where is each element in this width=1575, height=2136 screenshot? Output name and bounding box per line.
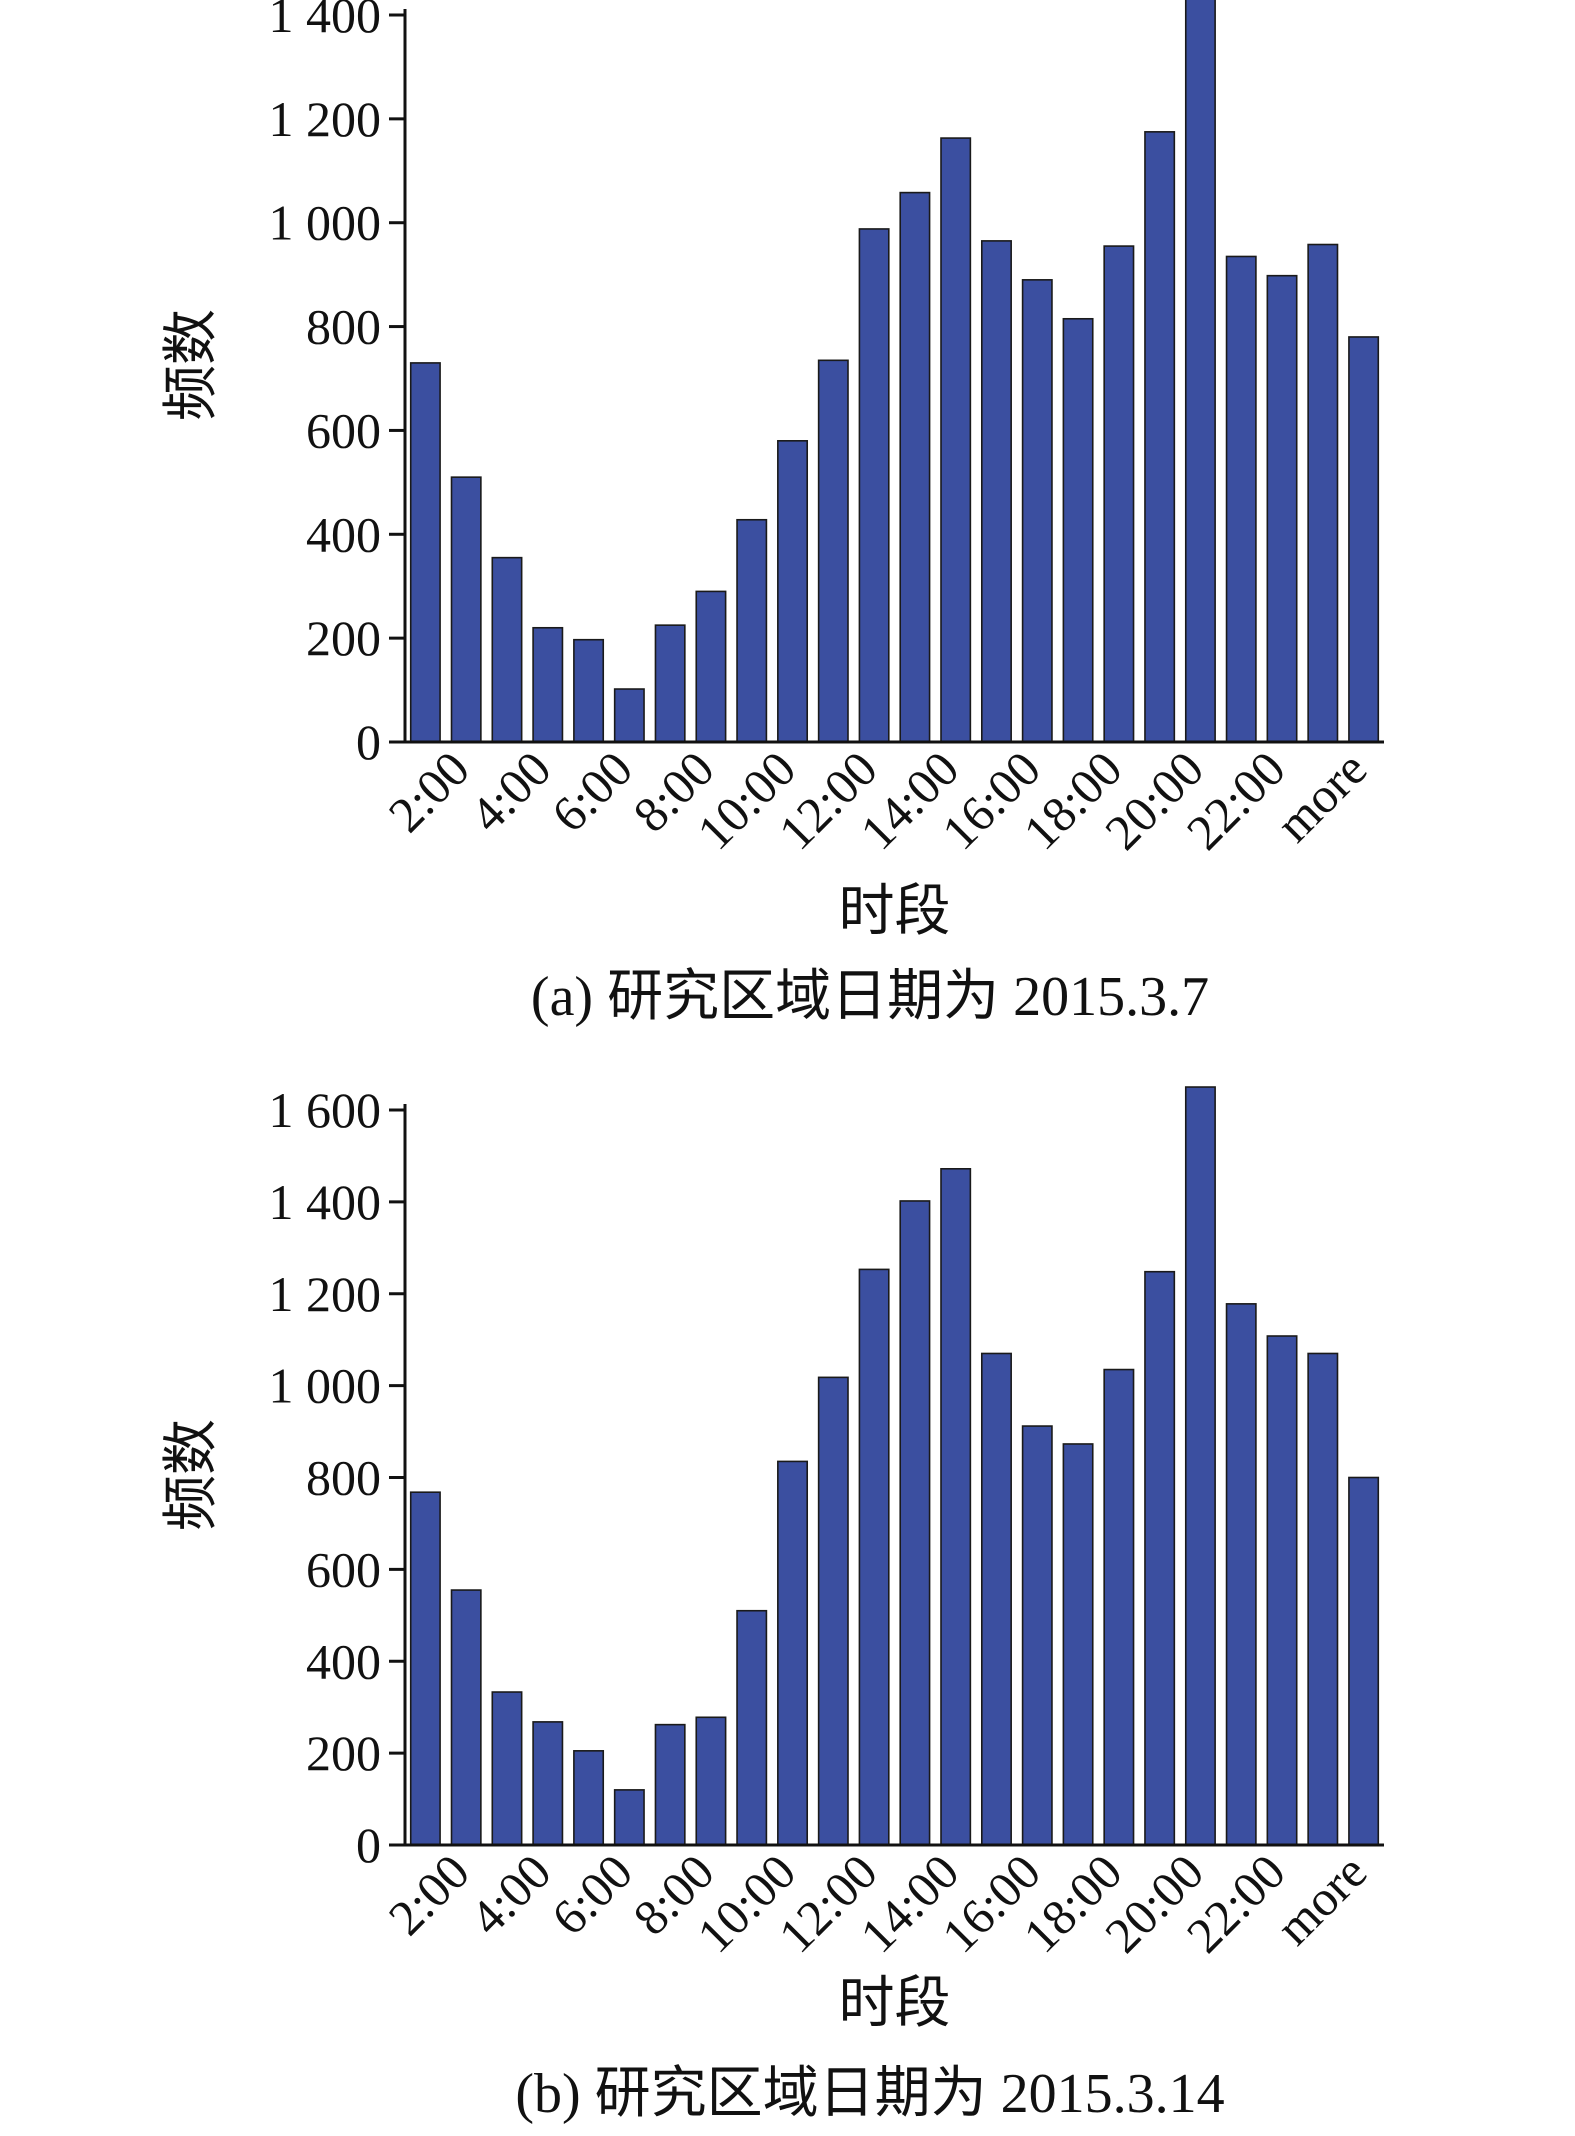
chart-caption: (b) 研究区域日期为 2015.3.14 bbox=[515, 2063, 1224, 2125]
x-axis-title: 时段 bbox=[839, 1973, 951, 2035]
bar bbox=[409, 362, 441, 743]
bar bbox=[1103, 245, 1135, 743]
bar bbox=[1021, 1425, 1053, 1846]
bar bbox=[1062, 317, 1094, 743]
x-tick-label: more bbox=[1265, 1843, 1377, 1955]
y-tick-label: 200 bbox=[306, 610, 381, 666]
bar bbox=[858, 1268, 890, 1846]
bar bbox=[1266, 1335, 1298, 1846]
bar bbox=[450, 1589, 482, 1846]
x-tick-label: 2:00 bbox=[378, 1843, 480, 1945]
y-tick-label: 1 000 bbox=[269, 1358, 382, 1414]
x-tick-label: more bbox=[1265, 740, 1377, 852]
bar bbox=[980, 1352, 1012, 1846]
bar bbox=[573, 638, 605, 743]
bar bbox=[1307, 243, 1339, 743]
chart-panel-b: 0 200 400 600 800 1 000 1 200 1 400 1 600 2:004:0… bbox=[161, 1082, 1384, 2125]
y-tick-label: 0 bbox=[356, 714, 381, 770]
bar bbox=[613, 1789, 645, 1846]
x-tick-label: 4:00 bbox=[459, 1843, 561, 1945]
y-tick-label: 1 200 bbox=[269, 1266, 382, 1322]
x-axis-title: 时段 bbox=[839, 881, 951, 943]
bar bbox=[1225, 1303, 1257, 1846]
bar bbox=[491, 556, 523, 743]
bar bbox=[736, 1609, 768, 1846]
bar bbox=[654, 1723, 686, 1846]
bar bbox=[940, 137, 972, 743]
bar bbox=[1103, 1368, 1135, 1846]
bar bbox=[817, 1376, 849, 1846]
x-tick-label: 6:00 bbox=[541, 1843, 643, 1945]
y-axis-title: 频数 bbox=[161, 1419, 223, 1531]
x-tick-label: 6:00 bbox=[541, 740, 643, 842]
bar bbox=[980, 240, 1012, 743]
bar bbox=[858, 228, 890, 743]
bar bbox=[899, 1200, 931, 1846]
y-tick-label: 0 bbox=[356, 1817, 381, 1873]
y-tick-label: 200 bbox=[306, 1725, 381, 1781]
y-tick-label: 800 bbox=[306, 1450, 381, 1506]
bar bbox=[940, 1168, 972, 1846]
bar bbox=[736, 518, 768, 743]
bar bbox=[695, 590, 727, 743]
y-tick-label: 1 400 bbox=[269, 1174, 382, 1230]
bar bbox=[777, 440, 809, 743]
bar bbox=[1266, 274, 1298, 743]
y-tick-label: 1 600 bbox=[269, 1082, 382, 1138]
x-tick-label: 4:00 bbox=[459, 740, 561, 842]
bar bbox=[613, 688, 645, 743]
bar bbox=[1348, 336, 1380, 743]
bar bbox=[1184, 1086, 1216, 1846]
bar bbox=[573, 1750, 605, 1846]
chart-panel-a: 0 200 400 600 800 1 000 1 200 1 400 2:004:006:00… bbox=[161, 0, 1384, 1028]
bar bbox=[532, 626, 564, 743]
bar bbox=[695, 1716, 727, 1846]
bar bbox=[899, 191, 931, 743]
bar bbox=[409, 1491, 441, 1846]
y-axis-title: 频数 bbox=[161, 309, 223, 421]
y-tick-label: 800 bbox=[306, 299, 381, 355]
bar bbox=[1062, 1443, 1094, 1846]
y-tick-label: 400 bbox=[306, 506, 381, 562]
y-tick-label: 400 bbox=[306, 1633, 381, 1689]
bar bbox=[777, 1460, 809, 1846]
bar bbox=[1021, 279, 1053, 743]
bar bbox=[1348, 1476, 1380, 1846]
bar bbox=[1225, 255, 1257, 743]
chart-caption: (a) 研究区域日期为 2015.3.7 bbox=[531, 966, 1209, 1028]
bar bbox=[817, 359, 849, 743]
bar bbox=[654, 624, 686, 743]
bar bbox=[532, 1721, 564, 1846]
bar bbox=[1144, 131, 1176, 743]
y-tick-label: 1 200 bbox=[269, 91, 382, 147]
bar bbox=[1307, 1352, 1339, 1846]
bar bbox=[1184, 0, 1216, 743]
bar bbox=[1144, 1270, 1176, 1846]
y-tick-label: 600 bbox=[306, 402, 381, 458]
bar bbox=[491, 1691, 523, 1846]
y-tick-label: 1 000 bbox=[269, 195, 382, 251]
y-tick-label: 1 400 bbox=[269, 0, 382, 43]
y-tick-label: 600 bbox=[306, 1541, 381, 1597]
bar bbox=[450, 476, 482, 743]
x-tick-label: 2:00 bbox=[378, 740, 480, 842]
